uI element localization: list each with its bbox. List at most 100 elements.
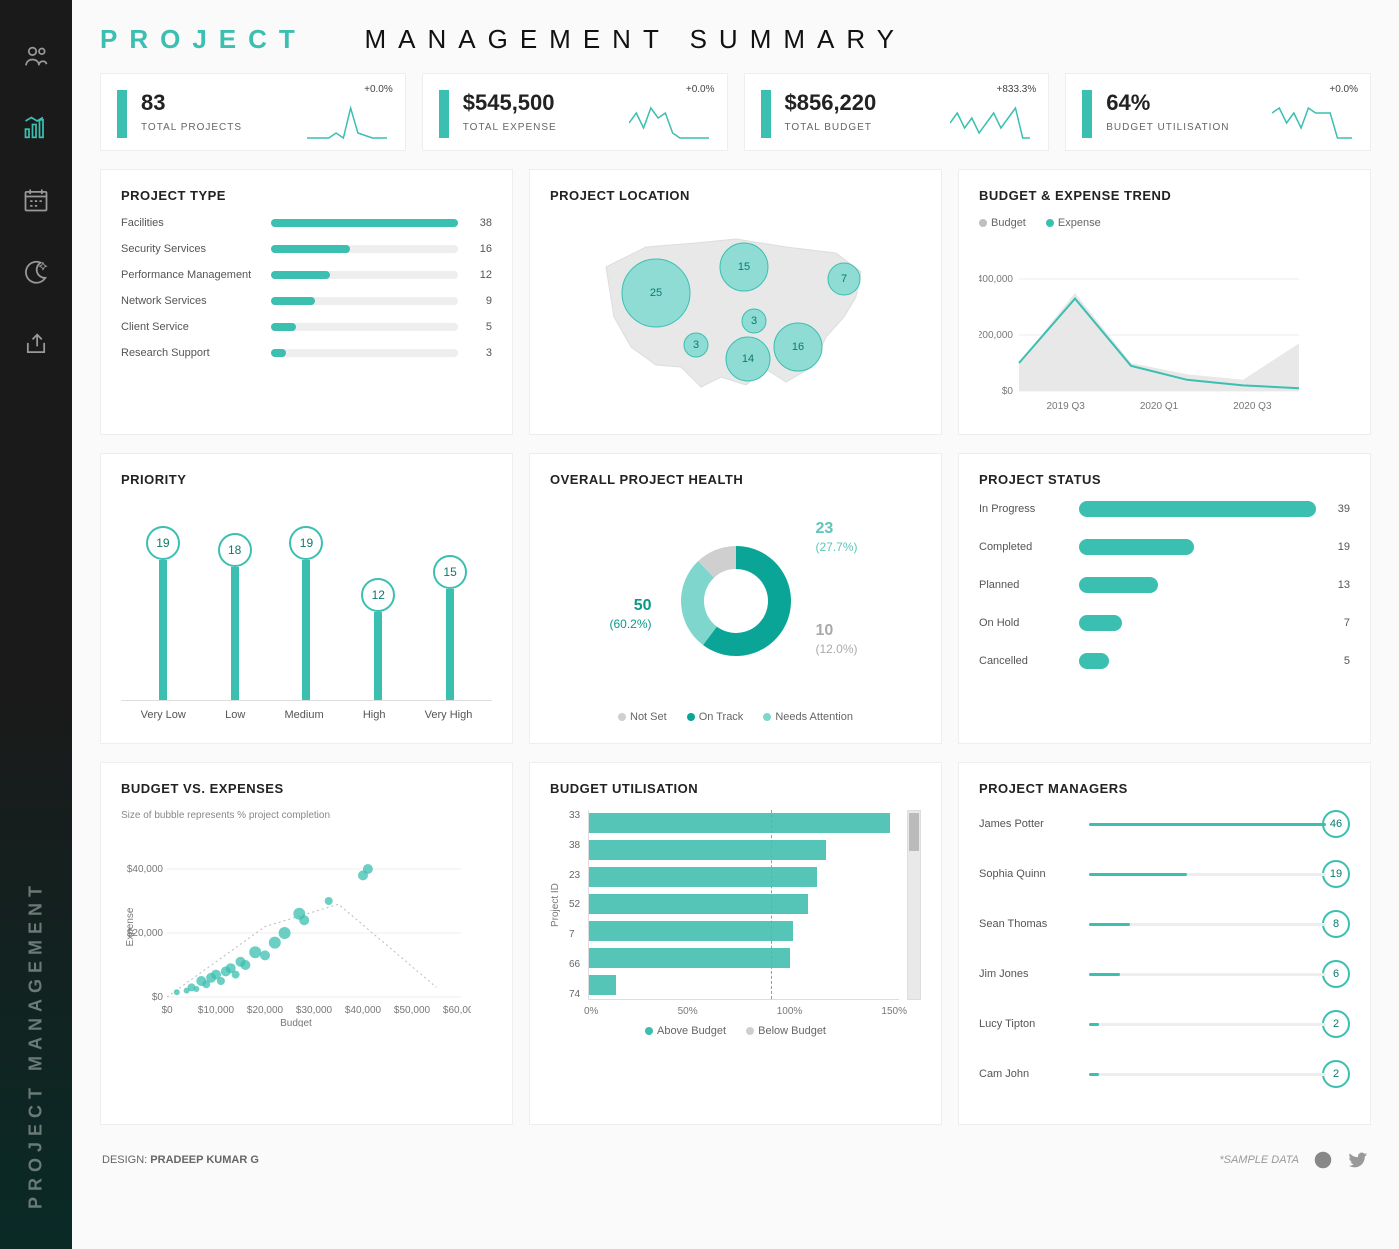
manager-row: Sean Thomas 8 <box>979 910 1350 938</box>
row-fill <box>1079 615 1122 631</box>
card-trend: BUDGET & EXPENSE TREND Budget Expense $0… <box>958 169 1371 435</box>
row-track <box>271 349 458 357</box>
card-managers: PROJECT MANAGERS James Potter 46 Sophia … <box>958 762 1371 1125</box>
kpi-value: 64% <box>1106 90 1229 116</box>
priority-head: 19 <box>289 526 323 560</box>
svg-text:$40,000: $40,000 <box>345 1005 382 1016</box>
card-status: PROJECT STATUS In Progress 39 Completed … <box>958 453 1371 744</box>
legend-item: On Track <box>699 711 744 723</box>
butil-xtick: 0% <box>584 1006 598 1017</box>
legend-expense: Expense <box>1058 217 1101 229</box>
kpi-accent-bar <box>1082 90 1092 138</box>
svg-text:$400,000: $400,000 <box>979 274 1013 285</box>
grid-row-1: PROJECT TYPE Facilities 38 Security Serv… <box>100 169 1371 435</box>
manager-row: James Potter 46 <box>979 810 1350 838</box>
kpi-value: $545,500 <box>463 90 557 116</box>
map-bubble-label: 3 <box>750 315 756 327</box>
app-root: PROJECT MANAGEMENT PROJECT MANAGEMENT SU… <box>0 0 1399 1249</box>
us-map: 25157331416 <box>586 217 886 397</box>
nav-share-icon[interactable] <box>20 328 52 360</box>
card-title: PROJECT STATUS <box>979 472 1350 487</box>
grid-row-2: PRIORITY 19 18 19 12 15 Very LowLowMediu… <box>100 453 1371 744</box>
svg-text:$20,000: $20,000 <box>247 1005 284 1016</box>
svg-text:$30,000: $30,000 <box>296 1005 333 1016</box>
butil-ylabel: Project ID <box>550 810 561 1000</box>
butil-bar <box>589 840 826 860</box>
butil-xtick: 100% <box>777 1006 803 1017</box>
kpi-card: 83 TOTAL PROJECTS +0.0% <box>100 73 406 151</box>
manager-row: Sophia Quinn 19 <box>979 860 1350 888</box>
scrollbar-thumb[interactable] <box>909 813 919 851</box>
row-label: Network Services <box>121 295 261 307</box>
priority-stick <box>231 567 239 700</box>
title-rest: MANAGEMENT SUMMARY <box>364 24 906 54</box>
row-track <box>271 297 458 305</box>
butil-row-id: 7 <box>569 929 580 940</box>
svg-text:2020 Q1: 2020 Q1 <box>1140 401 1179 412</box>
card-title: PROJECT MANAGERS <box>979 781 1350 796</box>
butil-reference-line <box>771 810 772 999</box>
butil-scrollbar[interactable] <box>907 810 921 1000</box>
row-fill <box>271 245 350 253</box>
butil-row-id: 52 <box>569 899 580 910</box>
row-fill <box>1079 653 1109 669</box>
sidebar: PROJECT MANAGEMENT <box>0 0 72 1249</box>
row-track <box>1079 539 1316 555</box>
status-row: Planned 13 <box>979 577 1350 593</box>
map-bubble-label: 15 <box>737 261 749 273</box>
row-track <box>1089 1073 1326 1076</box>
nav-people-icon[interactable] <box>20 40 52 72</box>
row-track <box>1089 1023 1326 1026</box>
svg-text:$0: $0 <box>161 1005 173 1016</box>
row-track <box>1089 823 1326 826</box>
butil-row-id: 23 <box>569 870 580 881</box>
nav-calendar-icon[interactable] <box>20 184 52 216</box>
priority-stick <box>374 612 382 700</box>
title-accent: PROJECT <box>100 24 307 54</box>
card-title: OVERALL PROJECT HEALTH <box>550 472 921 487</box>
row-label: Completed <box>979 541 1069 553</box>
scatter-point <box>240 960 250 970</box>
card-title: BUDGET UTILISATION <box>550 781 921 796</box>
butil-bar <box>589 894 808 914</box>
row-value: 39 <box>1326 503 1350 515</box>
donut-label-notset: 10(12.0%) <box>815 621 857 657</box>
priority-label: Medium <box>284 709 323 721</box>
priority-stem: 15 <box>433 555 467 700</box>
kpi-value: $856,220 <box>785 90 877 116</box>
priority-stick <box>302 560 310 700</box>
row-cap-value: 46 <box>1322 810 1350 838</box>
priority-label: Low <box>225 709 245 721</box>
scatter-point <box>232 971 240 979</box>
row-fill <box>1079 501 1316 517</box>
butil-bar <box>589 867 817 887</box>
design-label: DESIGN: <box>102 1154 147 1166</box>
kpi-accent-bar <box>117 90 127 138</box>
twitter-icon[interactable] <box>1347 1149 1369 1171</box>
project-type-row: Client Service 5 <box>121 321 492 333</box>
kpi-label: TOTAL EXPENSE <box>463 122 557 133</box>
priority-labels: Very LowLowMediumHighVery High <box>121 709 492 721</box>
row-track <box>1089 923 1326 926</box>
nav-dashboard-icon[interactable] <box>20 112 52 144</box>
footer-design: DESIGN: PRADEEP KUMAR G <box>102 1154 259 1166</box>
scatter-point <box>217 977 225 985</box>
legend-item: Below Budget <box>758 1025 826 1037</box>
kpi-sparkline <box>629 104 713 140</box>
row-track <box>1079 577 1316 593</box>
project-type-row: Research Support 3 <box>121 347 492 359</box>
scatter-point <box>260 950 270 960</box>
nav-moon-icon[interactable] <box>20 256 52 288</box>
info-icon[interactable] <box>1313 1150 1333 1170</box>
card-health: OVERALL PROJECT HEALTH 23(27.7%) 50(60.2… <box>529 453 942 744</box>
design-name: PRADEEP KUMAR G <box>150 1154 259 1166</box>
kpi-label: BUDGET UTILISATION <box>1106 122 1229 133</box>
row-label: Jim Jones <box>979 968 1079 980</box>
map-bubble-label: 14 <box>741 353 753 365</box>
project-type-row: Performance Management 12 <box>121 269 492 281</box>
butil-row-id: 66 <box>569 959 580 970</box>
butil-xtick: 50% <box>678 1006 698 1017</box>
scatter-point <box>174 989 180 995</box>
row-value: 3 <box>468 347 492 359</box>
map-bubble-label: 7 <box>840 273 846 285</box>
